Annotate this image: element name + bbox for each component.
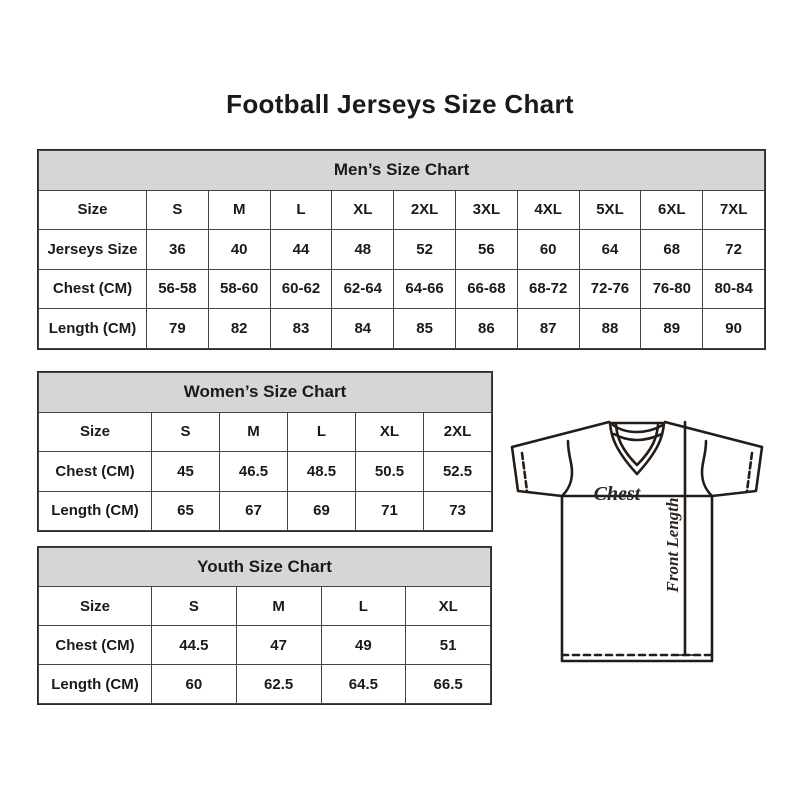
svg-text:Front Length: Front Length bbox=[663, 498, 682, 594]
svg-text:Chest: Chest bbox=[594, 483, 642, 505]
